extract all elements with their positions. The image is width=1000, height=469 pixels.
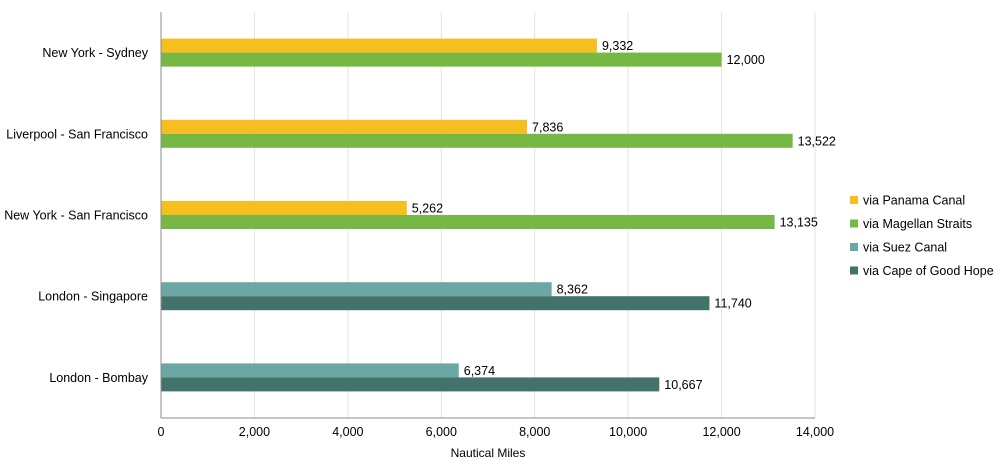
legend-label: via Suez Canal bbox=[863, 241, 947, 255]
data-label: 12,000 bbox=[727, 53, 765, 67]
category-label: Liverpool - San Francisco bbox=[6, 127, 148, 141]
category-label: London - Singapore bbox=[38, 290, 148, 304]
bar bbox=[161, 38, 597, 53]
legend-swatch bbox=[850, 196, 858, 204]
data-label: 5,262 bbox=[412, 202, 443, 216]
legend-swatch bbox=[850, 219, 858, 228]
data-label: 9,332 bbox=[602, 39, 633, 53]
data-label: 7,836 bbox=[532, 120, 563, 134]
bar bbox=[161, 119, 528, 134]
legend-swatch bbox=[850, 243, 858, 251]
data-label: 8,362 bbox=[557, 283, 588, 297]
x-tick-label: 6,000 bbox=[426, 425, 457, 439]
category-label: New York - San Francisco bbox=[4, 209, 148, 223]
x-tick-label: 14,000 bbox=[796, 425, 834, 439]
value-labels: 9,332 12,000 7,836 13,522 5,262 13,135 8,362 11… bbox=[412, 39, 836, 392]
category-label: London - Bombay bbox=[49, 371, 148, 385]
legend-swatch bbox=[850, 266, 858, 275]
data-label: 11,740 bbox=[714, 297, 751, 311]
x-tick-label: 8,000 bbox=[519, 425, 550, 439]
bar bbox=[161, 377, 660, 392]
bar bbox=[161, 133, 793, 148]
category-label: New York - Sydney bbox=[42, 46, 148, 60]
bar bbox=[161, 52, 722, 67]
legend-label: via Magellan Straits bbox=[863, 217, 972, 231]
x-tick-labels: 0 2,000 4,000 6,000 8,000 10,000 12,000 14,000 bbox=[158, 425, 835, 439]
bars bbox=[161, 38, 793, 392]
category-labels: New York - Sydney Liverpool - San Francis… bbox=[4, 46, 149, 385]
data-label: 6,374 bbox=[464, 364, 495, 378]
x-tick-label: 12,000 bbox=[702, 425, 740, 439]
x-tick-label: 2,000 bbox=[239, 425, 270, 439]
bar bbox=[161, 201, 407, 215]
legend: via Panama Canal via Magellan Straits via … bbox=[850, 194, 994, 278]
x-tick-label: 0 bbox=[158, 425, 165, 439]
data-label: 10,667 bbox=[664, 378, 702, 392]
bar bbox=[161, 296, 710, 311]
data-label: 13,522 bbox=[798, 134, 836, 148]
bar bbox=[161, 363, 459, 378]
x-tick-label: 10,000 bbox=[609, 425, 647, 439]
legend-label: via Cape of Good Hope bbox=[863, 264, 994, 278]
x-axis-title: Nautical Miles bbox=[451, 446, 526, 460]
data-label: 13,135 bbox=[780, 216, 818, 230]
bar bbox=[161, 282, 552, 297]
x-tick-label: 4,000 bbox=[332, 425, 363, 439]
legend-label: via Panama Canal bbox=[863, 194, 965, 208]
bar bbox=[161, 215, 775, 229]
